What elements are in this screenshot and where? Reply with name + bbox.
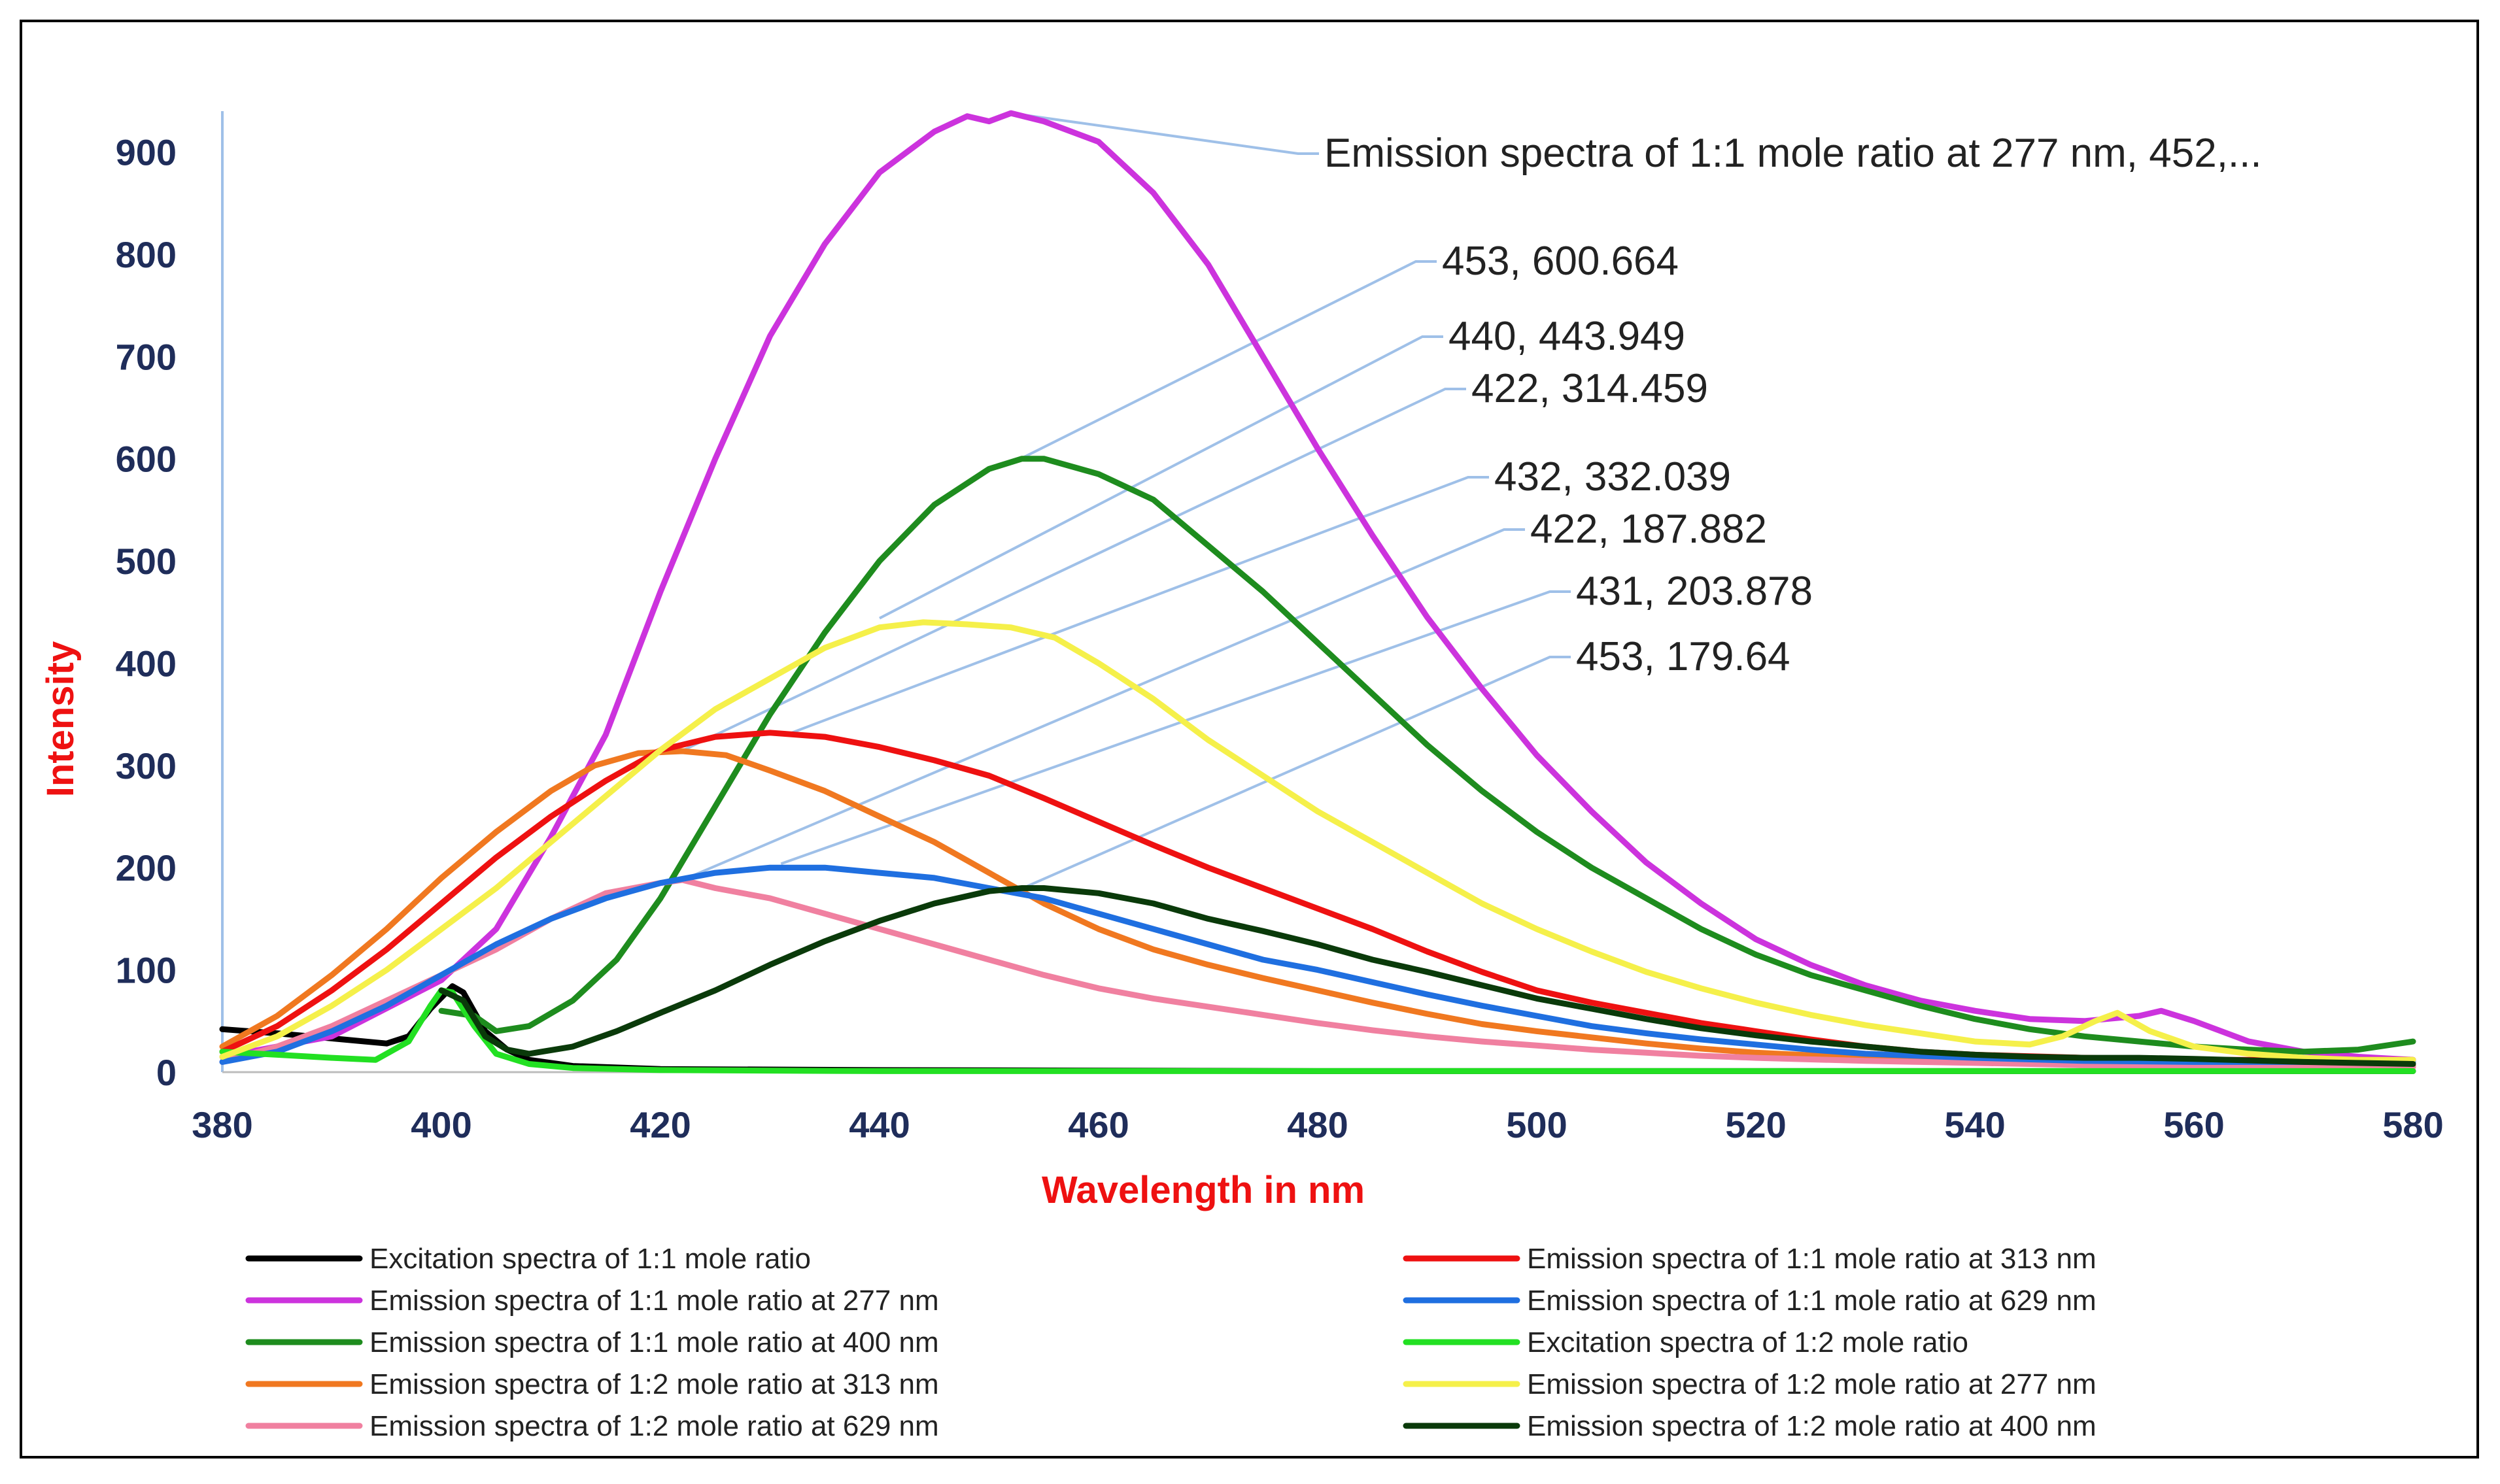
x-tick-label: 520 — [1725, 1104, 1786, 1145]
x-tick-label: 420 — [630, 1104, 691, 1145]
leader-line-layer — [681, 112, 1571, 890]
y-axis-title: Intensity — [39, 641, 82, 798]
series-line-9 — [438, 885, 2416, 1067]
callout-layer: Emission spectra of 1:1 mole ratio at 27… — [1324, 131, 2262, 679]
series-line-8 — [219, 619, 2416, 1063]
x-tick-label: 560 — [2163, 1104, 2224, 1145]
leader-line — [1010, 112, 1319, 155]
legend-entry: Emission spectra of 1:2 mole ratio at 31… — [369, 1368, 939, 1400]
legend-entry: Emission spectra of 1:2 mole ratio at 40… — [1527, 1410, 2097, 1442]
y-tick-label: 800 — [116, 234, 177, 275]
x-tick-label: 500 — [1506, 1104, 1567, 1145]
x-axis-title: Wavelength in nm — [1042, 1169, 1365, 1211]
leader-line — [791, 476, 1489, 734]
y-tick-label: 100 — [116, 950, 177, 991]
series-line-6 — [219, 864, 2416, 1065]
y-tick-label: 400 — [116, 643, 177, 684]
x-tick-label: 480 — [1287, 1104, 1348, 1145]
axes-layer: 0 100 200 300 400 500 600 700 800 900 380 400 420 440… — [116, 111, 2444, 1145]
legend-entry: Emission spectra of 1:1 mole ratio at 31… — [1527, 1243, 2097, 1275]
leader-line — [1021, 260, 1437, 460]
legend-entry: Emission spectra of 1:1 mole ratio at 27… — [369, 1285, 939, 1317]
leader-line — [1021, 656, 1571, 890]
y-tick-label: 900 — [116, 132, 177, 173]
leader-line — [879, 335, 1443, 620]
x-tick-label: 540 — [1944, 1104, 2005, 1145]
leader-line — [681, 528, 1525, 882]
data-label: 422, 314.459 — [1471, 366, 1708, 411]
data-label: 422, 187.882 — [1530, 507, 1767, 552]
data-label: 432, 332.039 — [1494, 454, 1731, 499]
data-label: 453, 600.664 — [1442, 239, 1679, 284]
y-tick-label: 600 — [116, 439, 177, 480]
legend-entry: Excitation spectra of 1:1 mole ratio — [369, 1243, 811, 1275]
y-tick-label: 200 — [116, 847, 177, 888]
series-line-2 — [438, 456, 2416, 1055]
series-line-7 — [219, 987, 2416, 1074]
y-tick-label: 700 — [116, 336, 177, 377]
data-label: 440, 443.949 — [1448, 314, 1685, 359]
y-tick-label: 0 — [156, 1052, 177, 1093]
legend-entry: Excitation spectra of 1:2 mole ratio — [1527, 1326, 1968, 1358]
leader-line — [780, 590, 1571, 866]
leader-line — [681, 388, 1466, 752]
legend-entry: Emission spectra of 1:1 mole ratio at 40… — [369, 1326, 939, 1358]
legend-entry: Emission spectra of 1:2 mole ratio at 62… — [369, 1410, 939, 1442]
chart-frame — [20, 20, 2479, 1459]
y-tick-label: 300 — [116, 745, 177, 786]
x-tick-label: 460 — [1068, 1104, 1129, 1145]
legend: Excitation spectra of 1:1 mole ratio Emis… — [245, 1243, 2097, 1442]
x-tick-label: 580 — [2382, 1104, 2443, 1145]
series-layer — [219, 110, 2416, 1074]
x-tick-label: 440 — [849, 1104, 910, 1145]
legend-entry: Emission spectra of 1:1 mole ratio at 62… — [1527, 1285, 2097, 1317]
x-tick-label: 400 — [411, 1104, 471, 1145]
data-label: 453, 179.64 — [1576, 634, 1790, 679]
series-line-3 — [219, 748, 2416, 1070]
data-label: Emission spectra of 1:1 mole ratio at 27… — [1324, 131, 2262, 176]
data-label: 431, 203.878 — [1576, 569, 1813, 614]
x-tick-label: 380 — [192, 1104, 252, 1145]
y-tick-label: 500 — [116, 541, 177, 582]
legend-entry: Emission spectra of 1:2 mole ratio at 27… — [1527, 1368, 2097, 1400]
